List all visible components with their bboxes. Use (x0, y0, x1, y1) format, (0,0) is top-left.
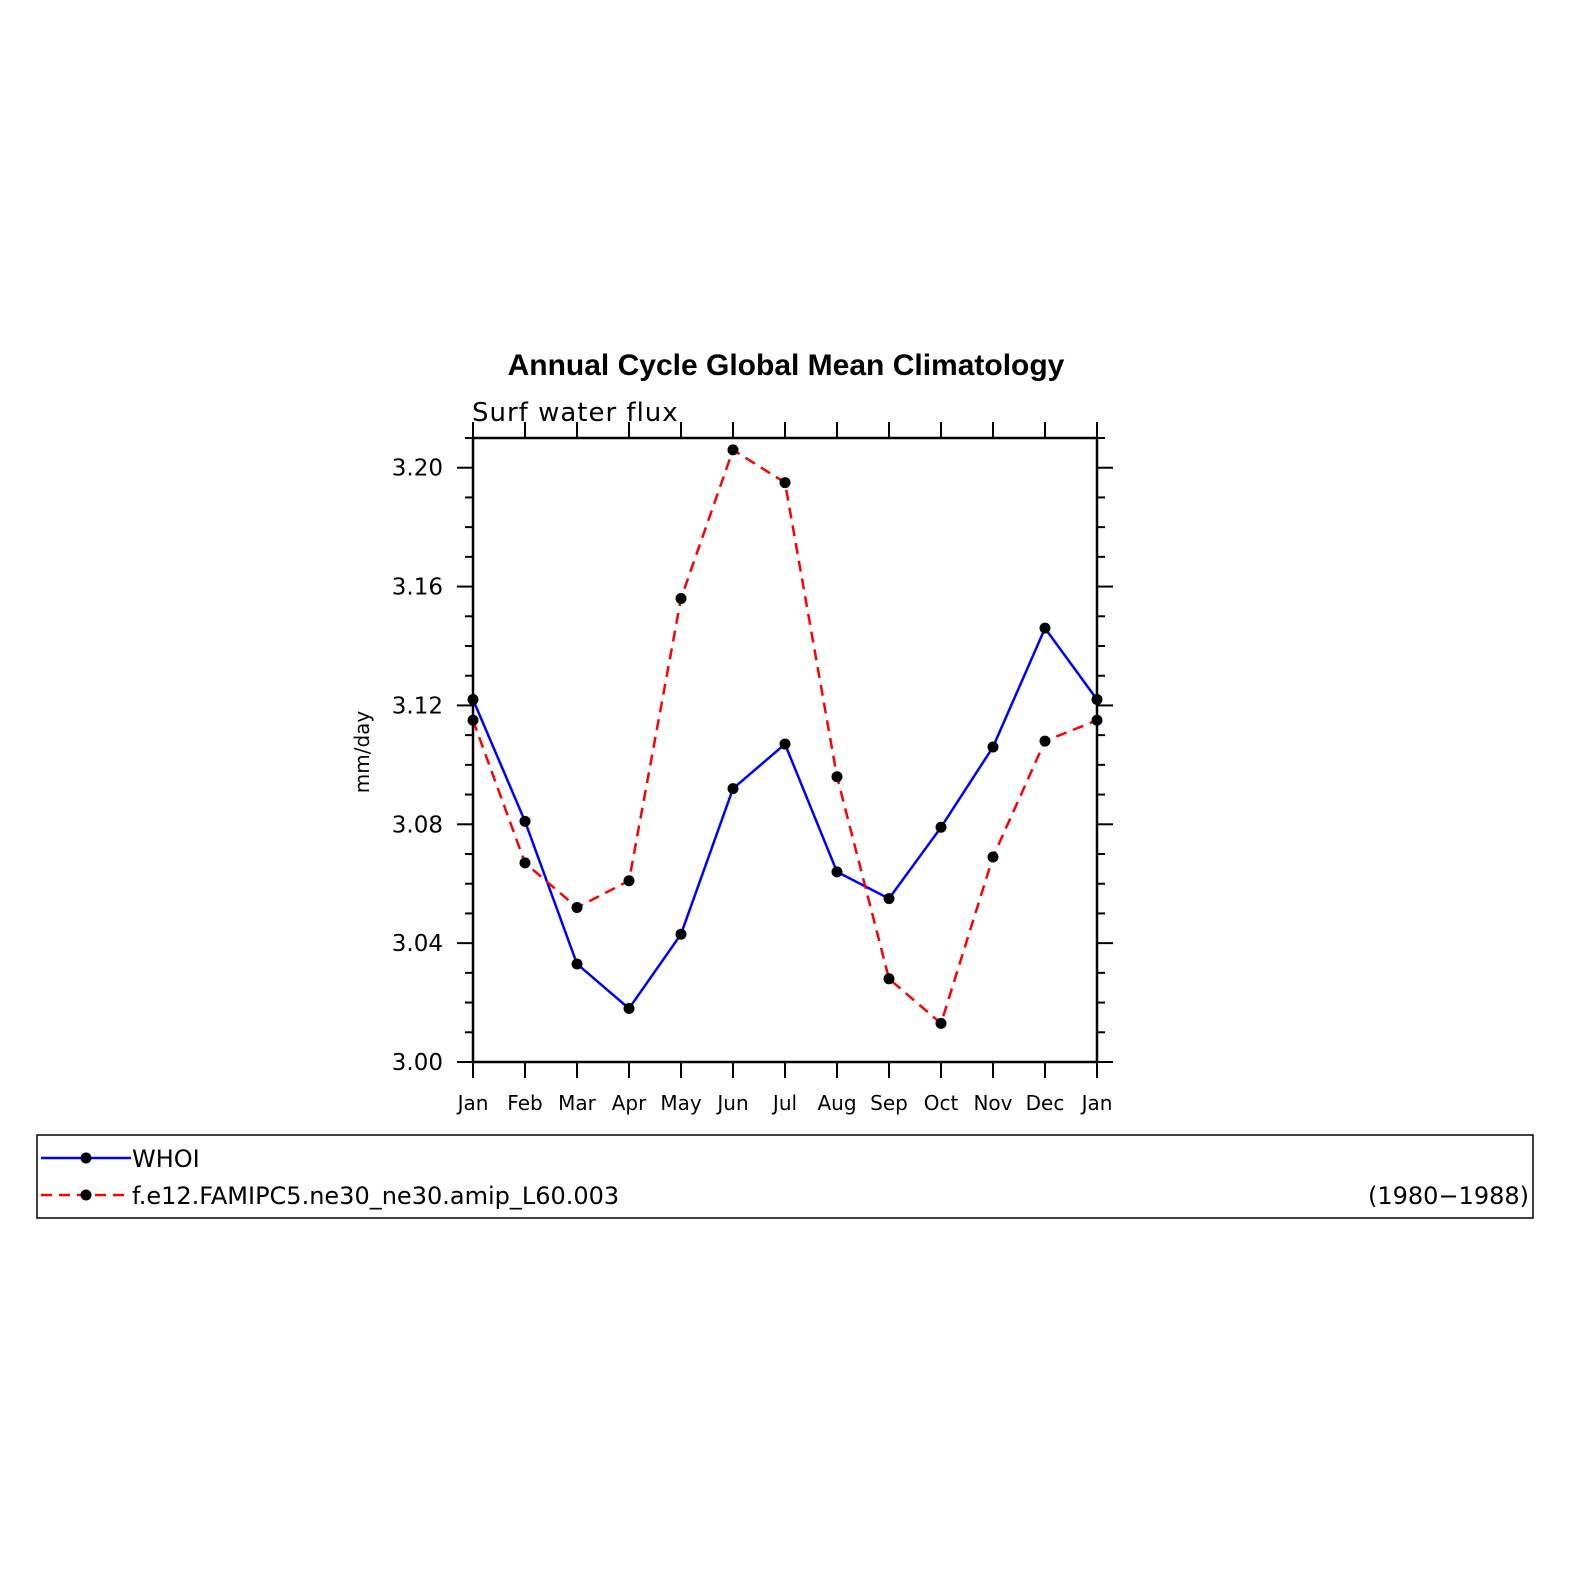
x-tick-label: Oct (924, 1091, 959, 1115)
x-tick-label: Aug (817, 1091, 856, 1115)
x-tick-label: Jun (715, 1091, 748, 1115)
data-point-0 (519, 815, 531, 827)
series-lines (471, 448, 1099, 1026)
legend-marker-model (80, 1189, 92, 1201)
y-axis-ticks (457, 437, 1113, 1063)
data-point-1 (935, 1017, 947, 1029)
chart-title: Annual Cycle Global Mean Climatology (508, 349, 1065, 382)
x-tick-label: Mar (558, 1091, 597, 1115)
x-tick-label: Apr (612, 1091, 647, 1115)
x-tick-label: Nov (973, 1091, 1012, 1115)
legend-label-model: f.e12.FAMIPC5.ne30_ne30.amip_L60.003 (132, 1182, 619, 1210)
plot-frame (471, 436, 1099, 1064)
legend-marker-whoi (80, 1152, 92, 1164)
x-tick-label: Jul (771, 1091, 797, 1115)
data-point-1 (727, 444, 739, 456)
data-point-0 (727, 783, 739, 795)
x-tick-label: Feb (507, 1091, 542, 1115)
y-axis-title: mm/day (350, 711, 374, 794)
legend-label-whoi: WHOI (132, 1145, 200, 1173)
data-point-1 (571, 901, 583, 913)
x-tick-label: Jan (456, 1091, 489, 1115)
data-point-0 (467, 693, 479, 705)
data-point-0 (831, 866, 843, 878)
data-point-1 (675, 592, 687, 604)
x-tick-label: May (660, 1091, 702, 1115)
data-point-1 (623, 875, 635, 887)
data-point-0 (779, 738, 791, 750)
data-point-0 (987, 741, 999, 753)
series-line-0 (471, 625, 1099, 1011)
data-point-1 (1091, 714, 1103, 726)
y-tick-label: 3.08 (392, 812, 443, 838)
data-point-1 (519, 857, 531, 869)
data-point-1 (467, 714, 479, 726)
chart-subtitle: Surf water flux (472, 398, 679, 428)
data-point-1 (1039, 735, 1051, 747)
data-point-0 (623, 1003, 635, 1015)
data-point-0 (883, 893, 895, 905)
y-tick-label: 3.00 (392, 1050, 443, 1076)
y-axis-tick-labels: 3.00 3.04 3.08 3.12 3.16 3.20 (392, 456, 443, 1076)
data-point-1 (883, 973, 895, 985)
y-tick-label: 3.12 (392, 693, 443, 719)
x-tick-label: Dec (1026, 1091, 1065, 1115)
x-tick-label: Sep (870, 1091, 908, 1115)
series-markers (467, 444, 1103, 1029)
legend-box (36, 1134, 1534, 1219)
x-tick-label: Jan (1080, 1091, 1113, 1115)
data-point-0 (571, 958, 583, 970)
data-point-1 (987, 851, 999, 863)
data-point-0 (1039, 622, 1051, 634)
data-point-1 (779, 477, 791, 489)
x-axis-tick-labels: Jan Feb Mar Apr May Jun Jul Aug Sep Oct Nov Dec Jan (456, 1091, 1113, 1115)
y-tick-label: 3.16 (392, 575, 443, 601)
x-axis-ticks (472, 422, 1098, 1078)
data-point-1 (831, 771, 843, 783)
legend-date-range: (1980−1988) (1368, 1182, 1529, 1210)
data-point-0 (935, 821, 947, 833)
y-tick-label: 3.20 (392, 456, 443, 482)
y-tick-label: 3.04 (392, 931, 443, 957)
data-point-0 (675, 928, 687, 940)
data-point-0 (1091, 693, 1103, 705)
